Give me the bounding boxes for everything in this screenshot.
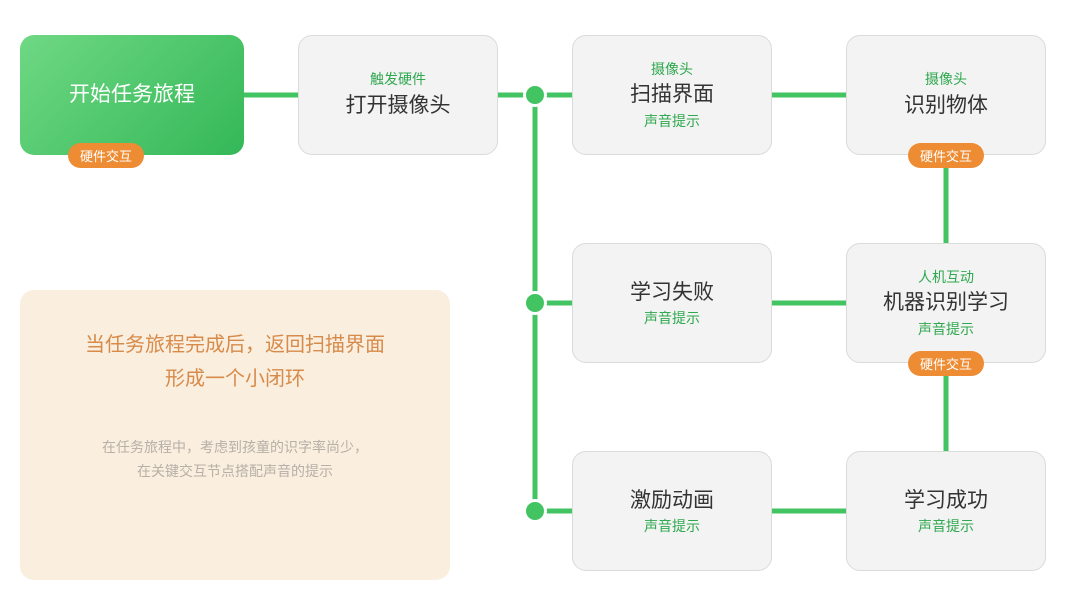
connection-dot [526,86,544,104]
node-title: 机器识别学习 [883,289,1009,316]
node-ml: 人机互动机器识别学习声音提示 [846,243,1046,363]
node-top-label: 摄像头 [925,71,967,88]
node-anim: 激励动画声音提示 [572,451,772,571]
badge-b_start: 硬件交互 [68,143,144,168]
node-title: 开始任务旅程 [69,81,195,108]
node-open_camera: 触发硬件打开摄像头 [298,35,498,155]
annotation-title-line: 形成一个小闭环 [165,362,305,396]
annotation-sub-line: 在关键交互节点搭配声音的提示 [137,460,333,484]
node-bottom-label: 声音提示 [644,113,700,130]
node-title: 激励动画 [630,487,714,514]
node-top-label: 人机互动 [918,269,974,286]
node-success: 学习成功声音提示 [846,451,1046,571]
node-fail: 学习失败声音提示 [572,243,772,363]
annotation-box: 当任务旅程完成后，返回扫描界面形成一个小闭环在任务旅程中，考虑到孩童的识字率尚少… [20,290,450,580]
node-bottom-label: 声音提示 [644,310,700,327]
diagram-stage: 当任务旅程完成后，返回扫描界面形成一个小闭环在任务旅程中，考虑到孩童的识字率尚少… [0,0,1080,608]
node-bottom-label: 声音提示 [918,321,974,338]
node-title: 学习成功 [904,487,988,514]
connection-dot [526,294,544,312]
node-top-label: 触发硬件 [370,71,426,88]
node-recognize: 摄像头识别物体 [846,35,1046,155]
annotation-title-line: 当任务旅程完成后，返回扫描界面 [85,328,385,362]
badge-b_recognize: 硬件交互 [908,143,984,168]
edge [535,95,572,303]
node-start: 开始任务旅程 [20,35,244,155]
node-title: 扫描界面 [630,81,714,108]
node-scan: 摄像头扫描界面声音提示 [572,35,772,155]
node-top-label: 摄像头 [651,61,693,78]
edge [535,303,572,511]
annotation-sub-line: 在任务旅程中，考虑到孩童的识字率尚少， [102,436,368,460]
node-title: 打开摄像头 [346,92,451,119]
node-bottom-label: 声音提示 [644,518,700,535]
connection-dot [526,502,544,520]
node-title: 识别物体 [904,92,988,119]
node-bottom-label: 声音提示 [918,518,974,535]
badge-b_ml: 硬件交互 [908,351,984,376]
node-title: 学习失败 [630,279,714,306]
